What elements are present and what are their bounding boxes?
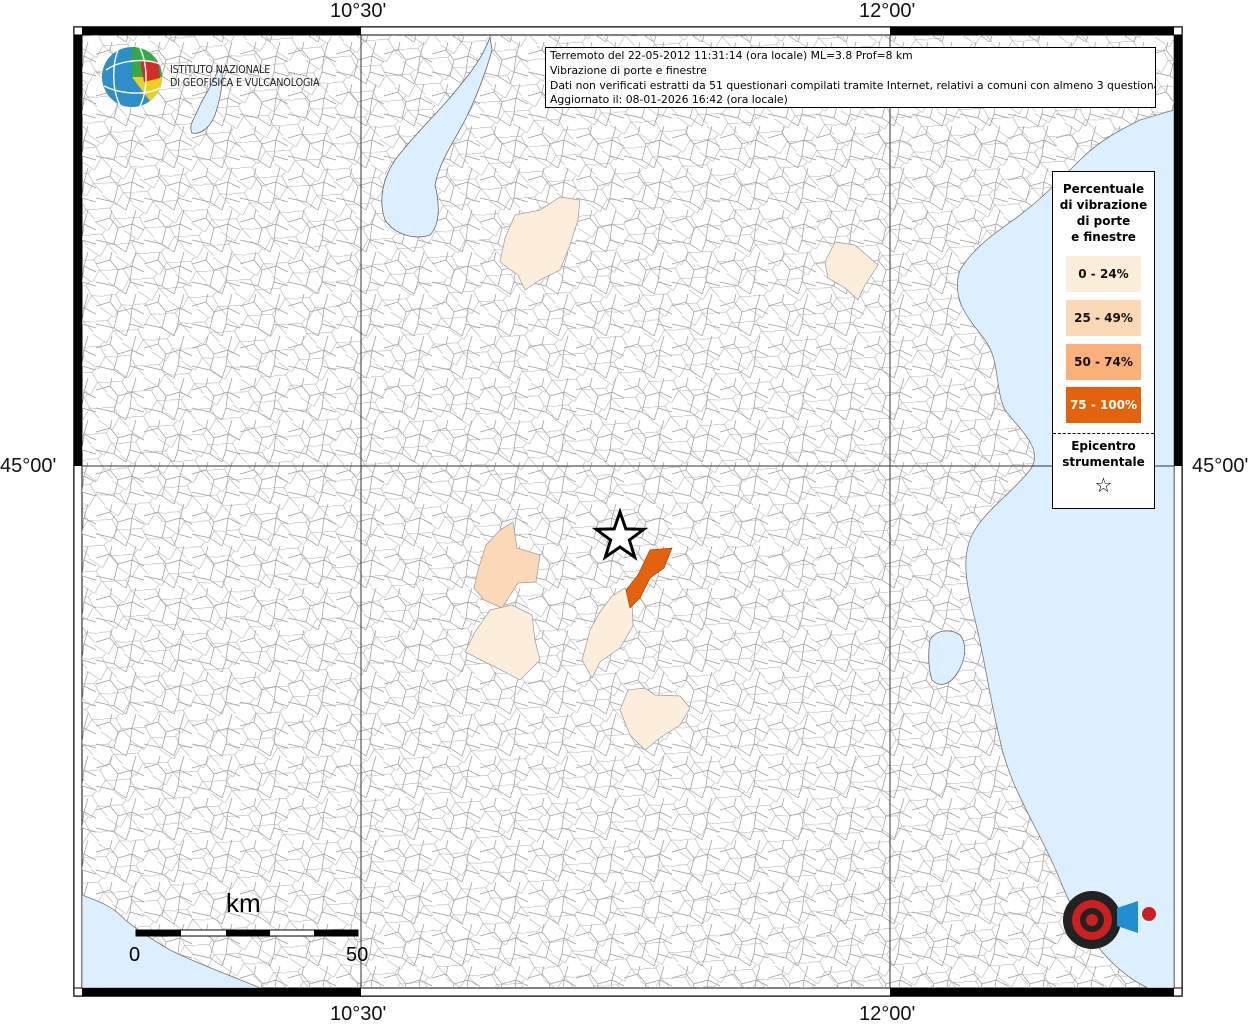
lat-label-left-45-00: 45°00' [0,455,57,477]
lake-iseo [190,69,223,134]
lon-label-bottom-10-30: 10°30' [330,1003,387,1025]
event-title: Terremoto del 22-05-2012 11:31:14 (ora l… [550,49,913,62]
legend-class-0-24: 0 - 24% [1066,256,1141,292]
lon-label-bottom-12-00: 12°00' [859,1003,916,1025]
epicenter-star [591,507,649,561]
municipality-0-24-4 [499,196,581,291]
legend-epicenter-label: Epicentro strumentale [1053,438,1154,470]
legend: Percentuale di vibrazione di porte e fin… [1052,171,1155,509]
legend-class-50-74: 50 - 74% [1066,344,1141,380]
ingv-logo-line2: DI GEOFISICA E VULCANOLOGIA [170,77,320,89]
municipality-25-49-1 [473,521,541,609]
ingv-logo [102,47,162,107]
lat-label-right-45-00: 45°00' [1192,455,1249,477]
scale-bar [135,929,359,937]
scale-unit: km [226,888,261,918]
lon-label-top-10-30: 10°30' [330,0,387,22]
legend-class-75-100: 75 - 100% [1066,387,1141,423]
legend-separator [1053,433,1154,434]
lake-garda [381,36,493,238]
legend-epicenter-line2: strumentale [1062,455,1145,469]
legend-title-line4: e finestre [1071,230,1136,244]
legend-title-line2: di vibrazione [1059,198,1148,212]
municipality-75-100 [625,547,673,609]
scale-start: 0 [129,944,141,966]
legend-epicenter-star-icon: ☆ [1094,473,1113,497]
ingv-logo-line1: ISTITUTO NAZIONALE [170,64,271,76]
event-data-note: Dati non verificati estratti da 51 quest… [550,78,1156,92]
event-updated: Aggiornato il: 08-01-2026 16:42 (ora loc… [550,93,788,107]
municipality-0-24-2 [581,587,634,679]
legend-class-25-49: 25 - 49% [1066,300,1141,336]
comacchio-lagoon [928,630,966,685]
legend-title: Percentuale di vibrazione di porte e fin… [1053,181,1154,245]
legend-title-line1: Percentuale [1062,182,1145,196]
ingv-logo-text: ISTITUTO NAZIONALE DI GEOFISICA E VULCAN… [170,64,320,90]
legend-title-line3: di porte [1076,214,1131,228]
event-info-box: Terremoto del 22-05-2012 11:31:14 (ora l… [545,47,1156,108]
legend-epicenter-line1: Epicentro [1071,439,1136,453]
haisentitoilterremoto-logo [1063,891,1156,949]
municipality-0-24-3 [619,687,691,751]
lon-label-top-12-00: 12°00' [859,0,916,22]
tyrrhenian-sea [82,894,261,988]
municipality-0-24-5 [824,241,879,301]
scale-end: 50 [346,944,369,966]
event-parameter: Vibrazione di porte e finestre [550,63,707,77]
municipality-0-24-1 [464,604,541,681]
